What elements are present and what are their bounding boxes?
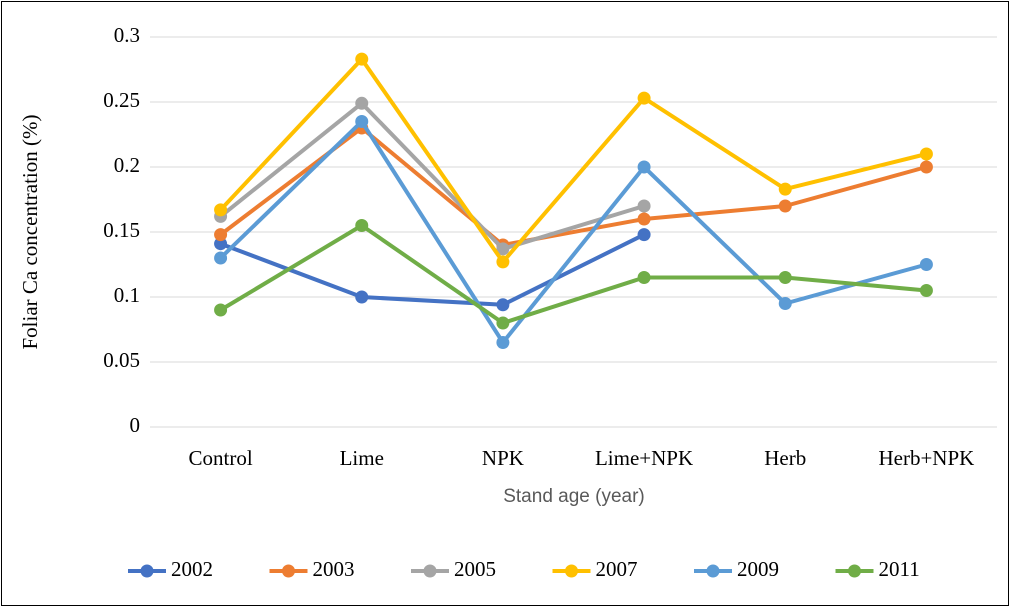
data-point [637, 271, 651, 284]
data-point [355, 219, 369, 232]
legend-label: 2009 [737, 557, 779, 581]
x-tick-label: Lime+NPK [595, 446, 693, 470]
y-tick-label: 0.05 [103, 348, 140, 372]
legend-label: 2011 [879, 557, 920, 581]
y-tick-label: 0.15 [103, 218, 140, 242]
data-point [778, 271, 792, 284]
series-line [219, 119, 927, 345]
data-point [496, 255, 510, 269]
data-point [496, 242, 510, 256]
x-tick-label: Control [188, 446, 252, 470]
legend-marker [565, 564, 578, 578]
y-tick-label: 0.3 [114, 23, 140, 47]
y-axis-label: Foliar Ca concentration (%) [18, 114, 42, 349]
legend-label: 2005 [454, 557, 496, 581]
data-point [496, 316, 510, 330]
data-point [778, 199, 792, 213]
legend-marker [423, 564, 437, 578]
x-tick-label: NPK [482, 446, 524, 470]
data-point [214, 237, 228, 251]
series-line [219, 232, 645, 307]
legend-label: 2002 [171, 557, 213, 581]
y-tick-label: 0 [130, 413, 141, 437]
x-tick-label: Lime [340, 446, 384, 470]
data-point [778, 182, 792, 196]
data-point [778, 297, 792, 310]
data-point [355, 115, 369, 128]
data-point [637, 91, 651, 105]
data-point [919, 258, 933, 271]
x-axis-label: Stand age (year) [503, 486, 645, 507]
data-point [214, 303, 228, 317]
data-point [637, 160, 651, 174]
data-point [214, 228, 228, 242]
data-point [637, 212, 651, 226]
data-point [637, 228, 651, 242]
legend-marker [706, 564, 720, 578]
series-line [219, 57, 927, 264]
y-tick-label: 0.25 [103, 88, 140, 112]
data-point [496, 336, 510, 349]
data-point [919, 284, 933, 297]
data-point [919, 160, 933, 174]
data-point [355, 290, 369, 304]
x-tick-label: Herb+NPK [878, 446, 974, 470]
data-point [355, 96, 369, 110]
y-tick-label: 0.2 [114, 153, 140, 177]
legend-marker [140, 564, 154, 578]
data-point [919, 147, 933, 161]
data-point [214, 203, 228, 217]
data-point [637, 199, 651, 213]
series-line [219, 101, 645, 251]
x-tick-label: Herb [764, 446, 806, 470]
data-point [214, 251, 228, 265]
data-point [355, 52, 369, 66]
legend-marker [282, 564, 295, 578]
legend-marker [848, 564, 861, 578]
legend-label: 2007 [596, 557, 638, 581]
series-line [219, 223, 927, 325]
data-point [496, 298, 510, 312]
y-tick-label: 0.1 [114, 283, 140, 307]
legend-label: 2003 [313, 557, 355, 581]
